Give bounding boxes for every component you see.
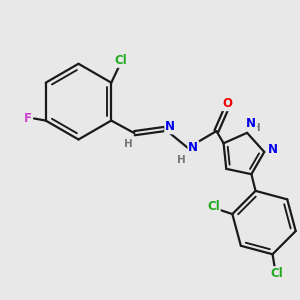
Text: N: N (188, 141, 198, 154)
Text: H: H (252, 123, 261, 133)
Text: H: H (124, 139, 133, 149)
Text: N: N (165, 120, 175, 134)
Text: H: H (177, 155, 186, 165)
Text: Cl: Cl (115, 54, 127, 67)
Text: N: N (246, 117, 256, 130)
Text: N: N (268, 143, 278, 156)
Text: Cl: Cl (207, 200, 220, 213)
Text: F: F (24, 112, 32, 125)
Text: Cl: Cl (270, 267, 283, 280)
Text: O: O (223, 97, 233, 110)
